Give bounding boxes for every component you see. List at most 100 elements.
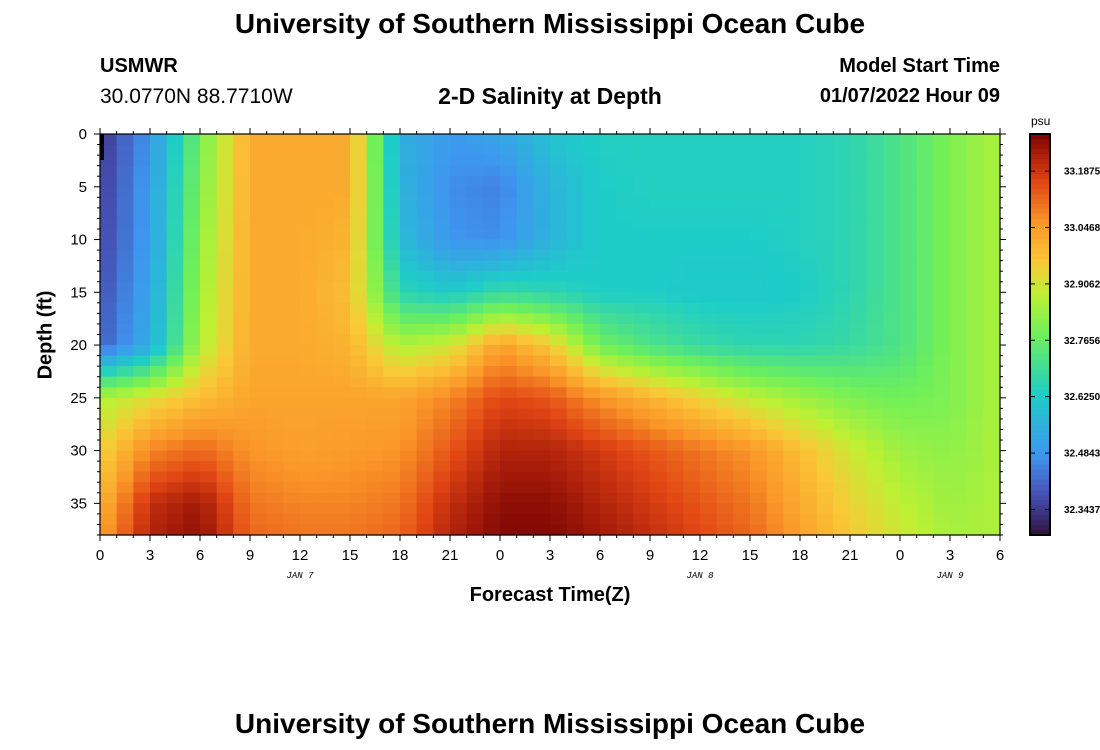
heatmap-cell [266,503,284,515]
heatmap-cell [183,334,201,346]
heatmap-cell [450,260,468,272]
heatmap-cell [533,355,551,367]
heatmap-cell [433,313,451,325]
heatmap-cell [683,471,701,483]
heatmap-cell [266,176,284,188]
heatmap-cell [383,387,401,399]
heatmap-cell [950,313,968,325]
heatmap-cell [650,376,668,388]
heatmap-cell [166,513,184,526]
heatmap-cell [166,144,184,156]
heatmap-cell [166,239,184,251]
heatmap-cell [716,281,734,293]
heatmap-cell [250,239,268,251]
heatmap-cell [566,492,584,504]
heatmap-cell [950,397,968,409]
heatmap-cell [316,440,334,452]
heatmap-cell [716,440,734,452]
heatmap-cell [633,302,651,314]
heatmap-cell [350,471,368,483]
heatmap-cell [566,155,584,167]
heatmap-cell [200,281,218,293]
colorbar-segment [1030,139,1050,145]
heatmap-cell [633,207,651,220]
heatmap-cell [383,397,401,409]
heatmap-cell [483,218,501,230]
heatmap-cell [433,144,451,156]
heatmap-cell [600,482,618,494]
heatmap-cell [616,155,634,167]
heatmap-cell [483,250,501,262]
heatmap-cell [900,482,918,494]
heatmap-cell [983,323,1001,336]
heatmap-cell [250,355,268,367]
heatmap-cell [400,176,418,188]
heatmap-cell [400,260,418,272]
heatmap-cell [933,292,951,304]
heatmap-cell [416,144,434,156]
colorbar-segment [1030,519,1050,526]
heatmap-cell [216,397,234,409]
heatmap-cell [716,461,734,473]
heatmap-cell [333,155,351,167]
heatmap-cell [200,218,218,230]
heatmap-cell [983,376,1001,388]
heatmap-cell [133,387,151,399]
heatmap-cell [516,334,534,346]
heatmap-cell [750,155,768,167]
heatmap-cell [183,397,201,409]
heatmap-cell [183,165,201,177]
heatmap-cell [916,334,934,346]
heatmap-cell [950,492,968,504]
heatmap-cell [166,155,184,167]
heatmap-cell [233,155,251,167]
heatmap-cell [700,197,718,209]
heatmap-cell [800,218,818,230]
heatmap-cell [950,271,968,283]
heatmap-cell [283,418,301,431]
heatmap-cell [450,355,468,367]
heatmap-cell [383,366,401,378]
heatmap-cell [816,186,834,198]
heatmap-cell [383,197,401,209]
heatmap-cell [866,418,884,431]
heatmap-cell [350,313,368,325]
heatmap-cell [966,165,984,177]
heatmap-cell [216,429,234,441]
y-tick-label: 15 [70,284,87,301]
heatmap-cell [816,228,834,241]
heatmap-cell [183,492,201,504]
heatmap-cell [183,239,201,251]
heatmap-cell [200,144,218,156]
heatmap-cell [750,292,768,304]
colorbar-segment [1030,284,1050,290]
heatmap-cell [600,418,618,431]
heatmap-cell [916,302,934,314]
heatmap-cell [250,524,268,536]
heatmap-cell [950,197,968,209]
heatmap-cell [116,440,134,452]
heatmap-cell [716,471,734,483]
heatmap-cell [233,144,251,156]
heatmap-cell [683,355,701,367]
heatmap-cell [433,302,451,314]
heatmap-cell [900,471,918,483]
heatmap-cell [283,228,301,241]
heatmap-cell [750,197,768,209]
heatmap-cell [183,186,201,198]
heatmap-cell [216,134,234,146]
heatmap-cell [166,302,184,314]
heatmap-cell [333,408,351,420]
heatmap-cell [316,218,334,230]
heatmap-cell [400,197,418,209]
heatmap-cell [783,345,801,357]
heatmap-cell [516,186,534,198]
heatmap-cell [216,155,234,167]
heatmap-cell [233,281,251,293]
heatmap-cell [433,250,451,262]
heatmap-cell [900,366,918,378]
heatmap-cell [850,313,868,325]
heatmap-cell [450,387,468,399]
heatmap-cell [700,503,718,515]
heatmap-cell [150,440,168,452]
